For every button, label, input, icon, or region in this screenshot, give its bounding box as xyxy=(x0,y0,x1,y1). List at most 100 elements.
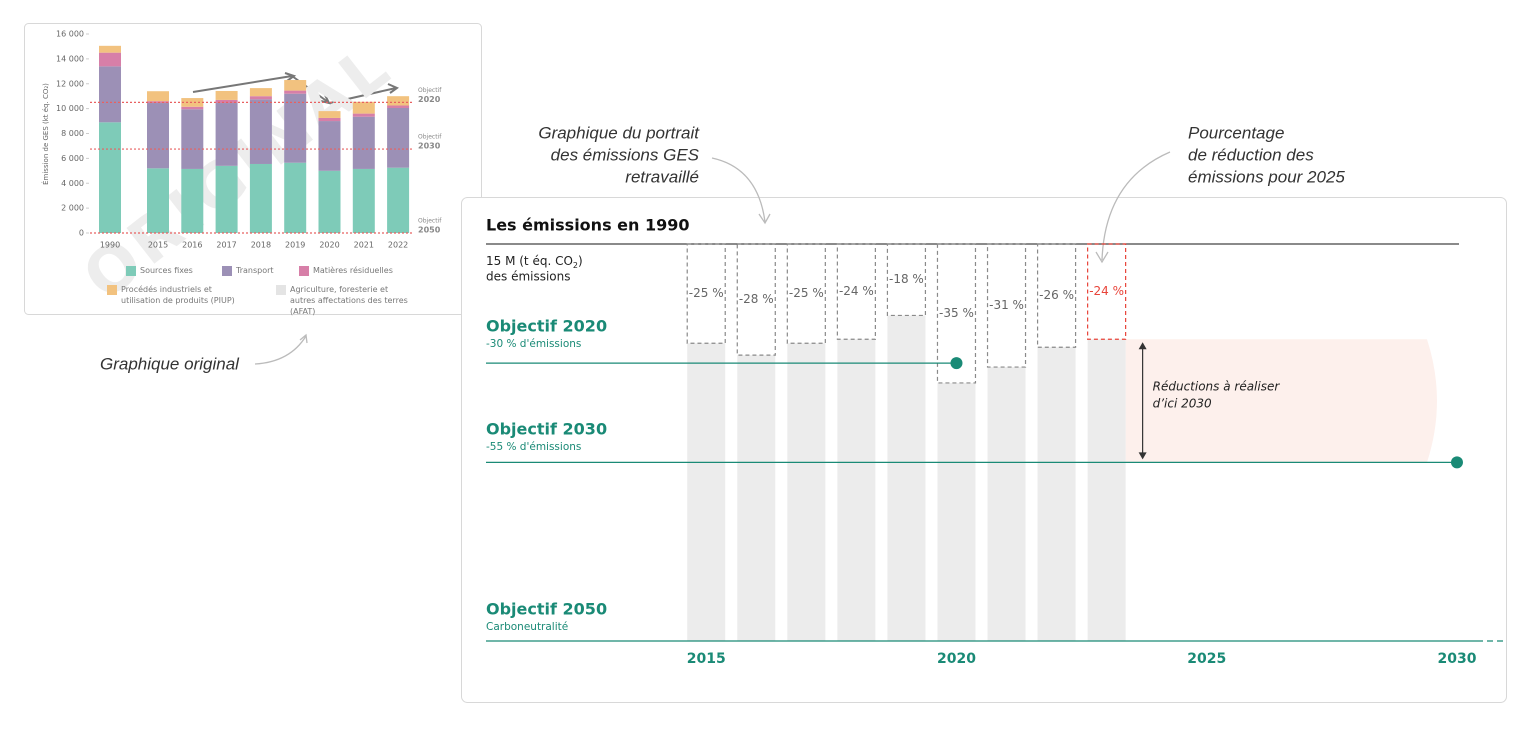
reference-label: Objectif xyxy=(418,87,442,94)
arrow-head xyxy=(299,333,308,344)
y-tick-label: 6 000 xyxy=(61,154,84,163)
bar-segment xyxy=(352,101,375,114)
x-tick-label: 2025 xyxy=(1187,651,1226,667)
bar xyxy=(787,343,826,641)
y-tick-label: 10 000 xyxy=(56,104,84,113)
value-label: -26 % xyxy=(1039,288,1074,302)
target-label: Objectif 2050 xyxy=(486,600,607,619)
annotation: Graphique du portrait xyxy=(538,123,700,142)
reduction-box xyxy=(686,243,726,344)
bar-segment xyxy=(99,66,121,123)
bar xyxy=(737,355,776,641)
y-tick-label: 12 000 xyxy=(56,79,84,88)
x-tick-label: 2020 xyxy=(319,241,339,250)
caption: Graphique original xyxy=(100,354,240,373)
legend-swatch xyxy=(126,266,136,276)
reference-year: 2050 xyxy=(418,226,441,235)
bar xyxy=(687,343,726,641)
bar-segment xyxy=(215,99,238,104)
bar-segment xyxy=(318,121,341,171)
annotation: de réduction des xyxy=(1188,145,1314,164)
target-dot xyxy=(1450,456,1463,469)
reduction-box xyxy=(1087,243,1127,340)
x-tick-label: 2022 xyxy=(388,241,408,250)
legend-swatch xyxy=(299,266,309,276)
x-tick-label: 2017 xyxy=(216,241,236,250)
bar-segment xyxy=(352,113,375,117)
bar xyxy=(887,315,926,641)
trend-arrows xyxy=(192,72,400,105)
bar-segment xyxy=(318,117,341,122)
legend-label: Agriculture, foresterie et autres affect… xyxy=(290,285,408,316)
legend-swatch xyxy=(276,285,286,295)
arrow xyxy=(711,157,766,223)
y-tick-label: 4 000 xyxy=(61,179,84,188)
bar-segment xyxy=(249,96,272,100)
y-tick-label: 16 000 xyxy=(56,30,84,39)
arrow xyxy=(254,335,307,365)
baseline-text: 15 M (t éq. CO xyxy=(486,254,573,268)
x-tick-label: 2021 xyxy=(354,241,374,250)
target-label: Objectif 2020 xyxy=(486,317,607,336)
reduction-box xyxy=(736,243,776,356)
x-tick-label: 2015 xyxy=(148,241,168,250)
annotation: retravaillé xyxy=(625,167,699,186)
bar-segment xyxy=(215,165,238,233)
bar xyxy=(987,367,1026,641)
bar-segment xyxy=(387,108,410,168)
value-label: -28 % xyxy=(739,292,774,306)
y-tick-label: 14 000 xyxy=(56,54,84,63)
gap-label: d’ici 2030 xyxy=(1153,397,1212,411)
reduction-box xyxy=(986,243,1027,368)
legend-swatch xyxy=(107,285,117,295)
target-sublabel: Carboneutralité xyxy=(486,621,568,633)
reference-year: 2020 xyxy=(418,95,441,104)
bar xyxy=(937,382,976,641)
arrow xyxy=(1101,151,1171,261)
bar-segment xyxy=(147,91,169,102)
bar-segment xyxy=(284,90,307,94)
x-tick-label: 2018 xyxy=(251,241,271,250)
baseline-note-line2: des émissions xyxy=(486,270,571,284)
bar-segment xyxy=(147,103,169,169)
baseline-subscript: 2 xyxy=(573,261,578,270)
annotation: émissions pour 2025 xyxy=(1188,167,1345,186)
legend-label: Sources fixes xyxy=(140,266,193,275)
bar-segment xyxy=(318,170,341,233)
bar-segment xyxy=(387,167,410,233)
bar-segment xyxy=(352,168,375,233)
reduction-box xyxy=(936,243,977,384)
value-label: -25 % xyxy=(689,286,724,300)
legend-swatch xyxy=(222,266,232,276)
x-tick-label: 2015 xyxy=(687,651,726,667)
reference-year: 2030 xyxy=(418,142,441,151)
y-tick-label: 0 xyxy=(79,229,84,238)
bar-segment xyxy=(249,163,272,233)
value-label: -25 % xyxy=(789,286,824,300)
bar-segment xyxy=(249,99,272,164)
bar xyxy=(837,339,876,641)
target-label: Objectif 2030 xyxy=(486,420,607,439)
reduction-box xyxy=(836,243,876,340)
reduction-gap xyxy=(1125,339,1437,463)
chart-title: Les émissions en 1990 xyxy=(486,216,690,235)
bar-segment xyxy=(284,93,307,163)
y-axis-label: Émission de GES (kt éq. CO₂) xyxy=(41,83,50,185)
reduction-box xyxy=(786,243,826,344)
bar-segment xyxy=(215,103,238,166)
reference-label: Objectif xyxy=(418,218,442,225)
bar-segment xyxy=(387,105,410,109)
bar-segment xyxy=(387,96,410,106)
y-tick-label: 2 000 xyxy=(61,204,84,213)
bar-segment xyxy=(318,111,341,118)
bar-segment xyxy=(284,162,307,233)
bar xyxy=(1087,339,1126,641)
bar-segment xyxy=(181,109,204,169)
value-label: -24 % xyxy=(839,284,874,298)
target-sublabel: -30 % d'émissions xyxy=(486,338,581,350)
bar-segment xyxy=(249,88,272,97)
bar-segment xyxy=(284,80,307,91)
annotation: Pourcentage xyxy=(1188,123,1284,142)
value-label: -24 % xyxy=(1089,284,1124,298)
